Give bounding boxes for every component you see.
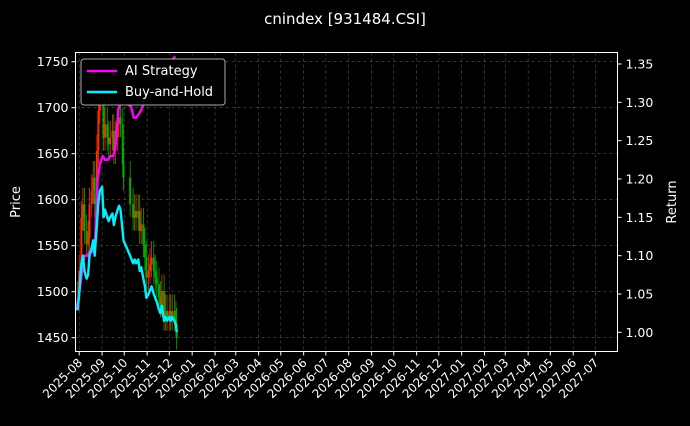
candle-body <box>83 204 86 231</box>
candle-body <box>80 217 83 271</box>
buy-and-hold-line <box>76 185 178 333</box>
y2-tick-label: 1.15 <box>626 210 654 225</box>
y2-tick-label: 1.35 <box>626 57 654 72</box>
candle-body <box>132 204 135 218</box>
candle-body <box>118 117 121 125</box>
candle-body <box>150 257 153 265</box>
candle-body <box>81 204 84 218</box>
candle-body <box>92 177 95 191</box>
candle-body <box>85 230 88 245</box>
y2-tick-label: 1.20 <box>626 172 654 187</box>
candle-body <box>143 244 146 258</box>
y2-tick-label: 1.00 <box>626 325 654 340</box>
candle-body <box>111 130 114 138</box>
y-tick-label: 1750 <box>37 54 69 69</box>
candle-body <box>159 297 162 305</box>
y2-tick-label: 1.25 <box>626 133 654 148</box>
candle-body <box>154 271 157 278</box>
chart-title: cnindex [931484.CSI] <box>264 10 426 28</box>
y2-tick-label: 1.10 <box>626 248 654 263</box>
y-tick-label: 1450 <box>37 330 69 345</box>
candle-body <box>87 237 90 245</box>
candle-body <box>133 210 136 218</box>
candle-body <box>106 124 109 138</box>
candle-body <box>145 257 148 278</box>
legend: AI Strategy Buy-and-Hold <box>80 58 226 106</box>
y-axis-label: Price <box>9 186 24 218</box>
candle-body <box>142 224 145 245</box>
candle-body <box>135 210 138 218</box>
y-tick-label: 1550 <box>37 238 69 253</box>
candle-body <box>149 264 152 271</box>
y-axis-left: 1450 1500 1550 1600 1650 1700 1750 <box>37 54 76 345</box>
candle-body <box>173 311 176 318</box>
candle-body <box>88 204 91 238</box>
y-tick-label: 1700 <box>37 100 69 115</box>
candle-body <box>93 177 96 205</box>
candle-body <box>157 284 160 298</box>
candle-body <box>102 84 105 138</box>
candle-body <box>174 317 177 325</box>
candle-body <box>171 311 174 318</box>
candle-body <box>166 311 169 318</box>
candle-body <box>137 210 140 218</box>
y2-tick-label: 1.05 <box>626 287 654 302</box>
candle-body <box>119 117 122 125</box>
candle-body <box>107 137 110 145</box>
candle-body <box>90 190 93 205</box>
legend-label-buy-and-hold: Buy-and-Hold <box>125 85 213 100</box>
candle-body <box>164 311 167 318</box>
candle-body <box>160 291 163 305</box>
candle-body <box>155 277 158 285</box>
candle-body <box>152 257 155 271</box>
candle-body <box>109 137 112 145</box>
y2-tick-label: 1.30 <box>626 95 654 110</box>
y2-axis-label: Return <box>665 180 680 223</box>
candle-body <box>169 311 172 318</box>
legend-label-ai-strategy: AI Strategy <box>125 64 198 79</box>
candle-body <box>97 110 100 151</box>
y-tick-label: 1600 <box>37 192 69 207</box>
candle-body <box>129 177 132 205</box>
candle-body <box>122 164 125 178</box>
y-tick-label: 1650 <box>37 146 69 161</box>
plot-frame <box>75 52 618 352</box>
y-tick-label: 1500 <box>37 284 69 299</box>
candle-body <box>138 210 141 231</box>
candle-body <box>121 124 124 165</box>
candle-body <box>112 130 115 151</box>
y-axis-right: 1.00 1.05 1.10 1.15 1.20 1.25 1.30 1.35 <box>617 57 654 340</box>
candle-body <box>147 271 150 278</box>
candle-body <box>168 311 171 318</box>
candle-body <box>163 291 166 318</box>
candle-body <box>140 224 143 231</box>
candle-body <box>104 124 107 138</box>
